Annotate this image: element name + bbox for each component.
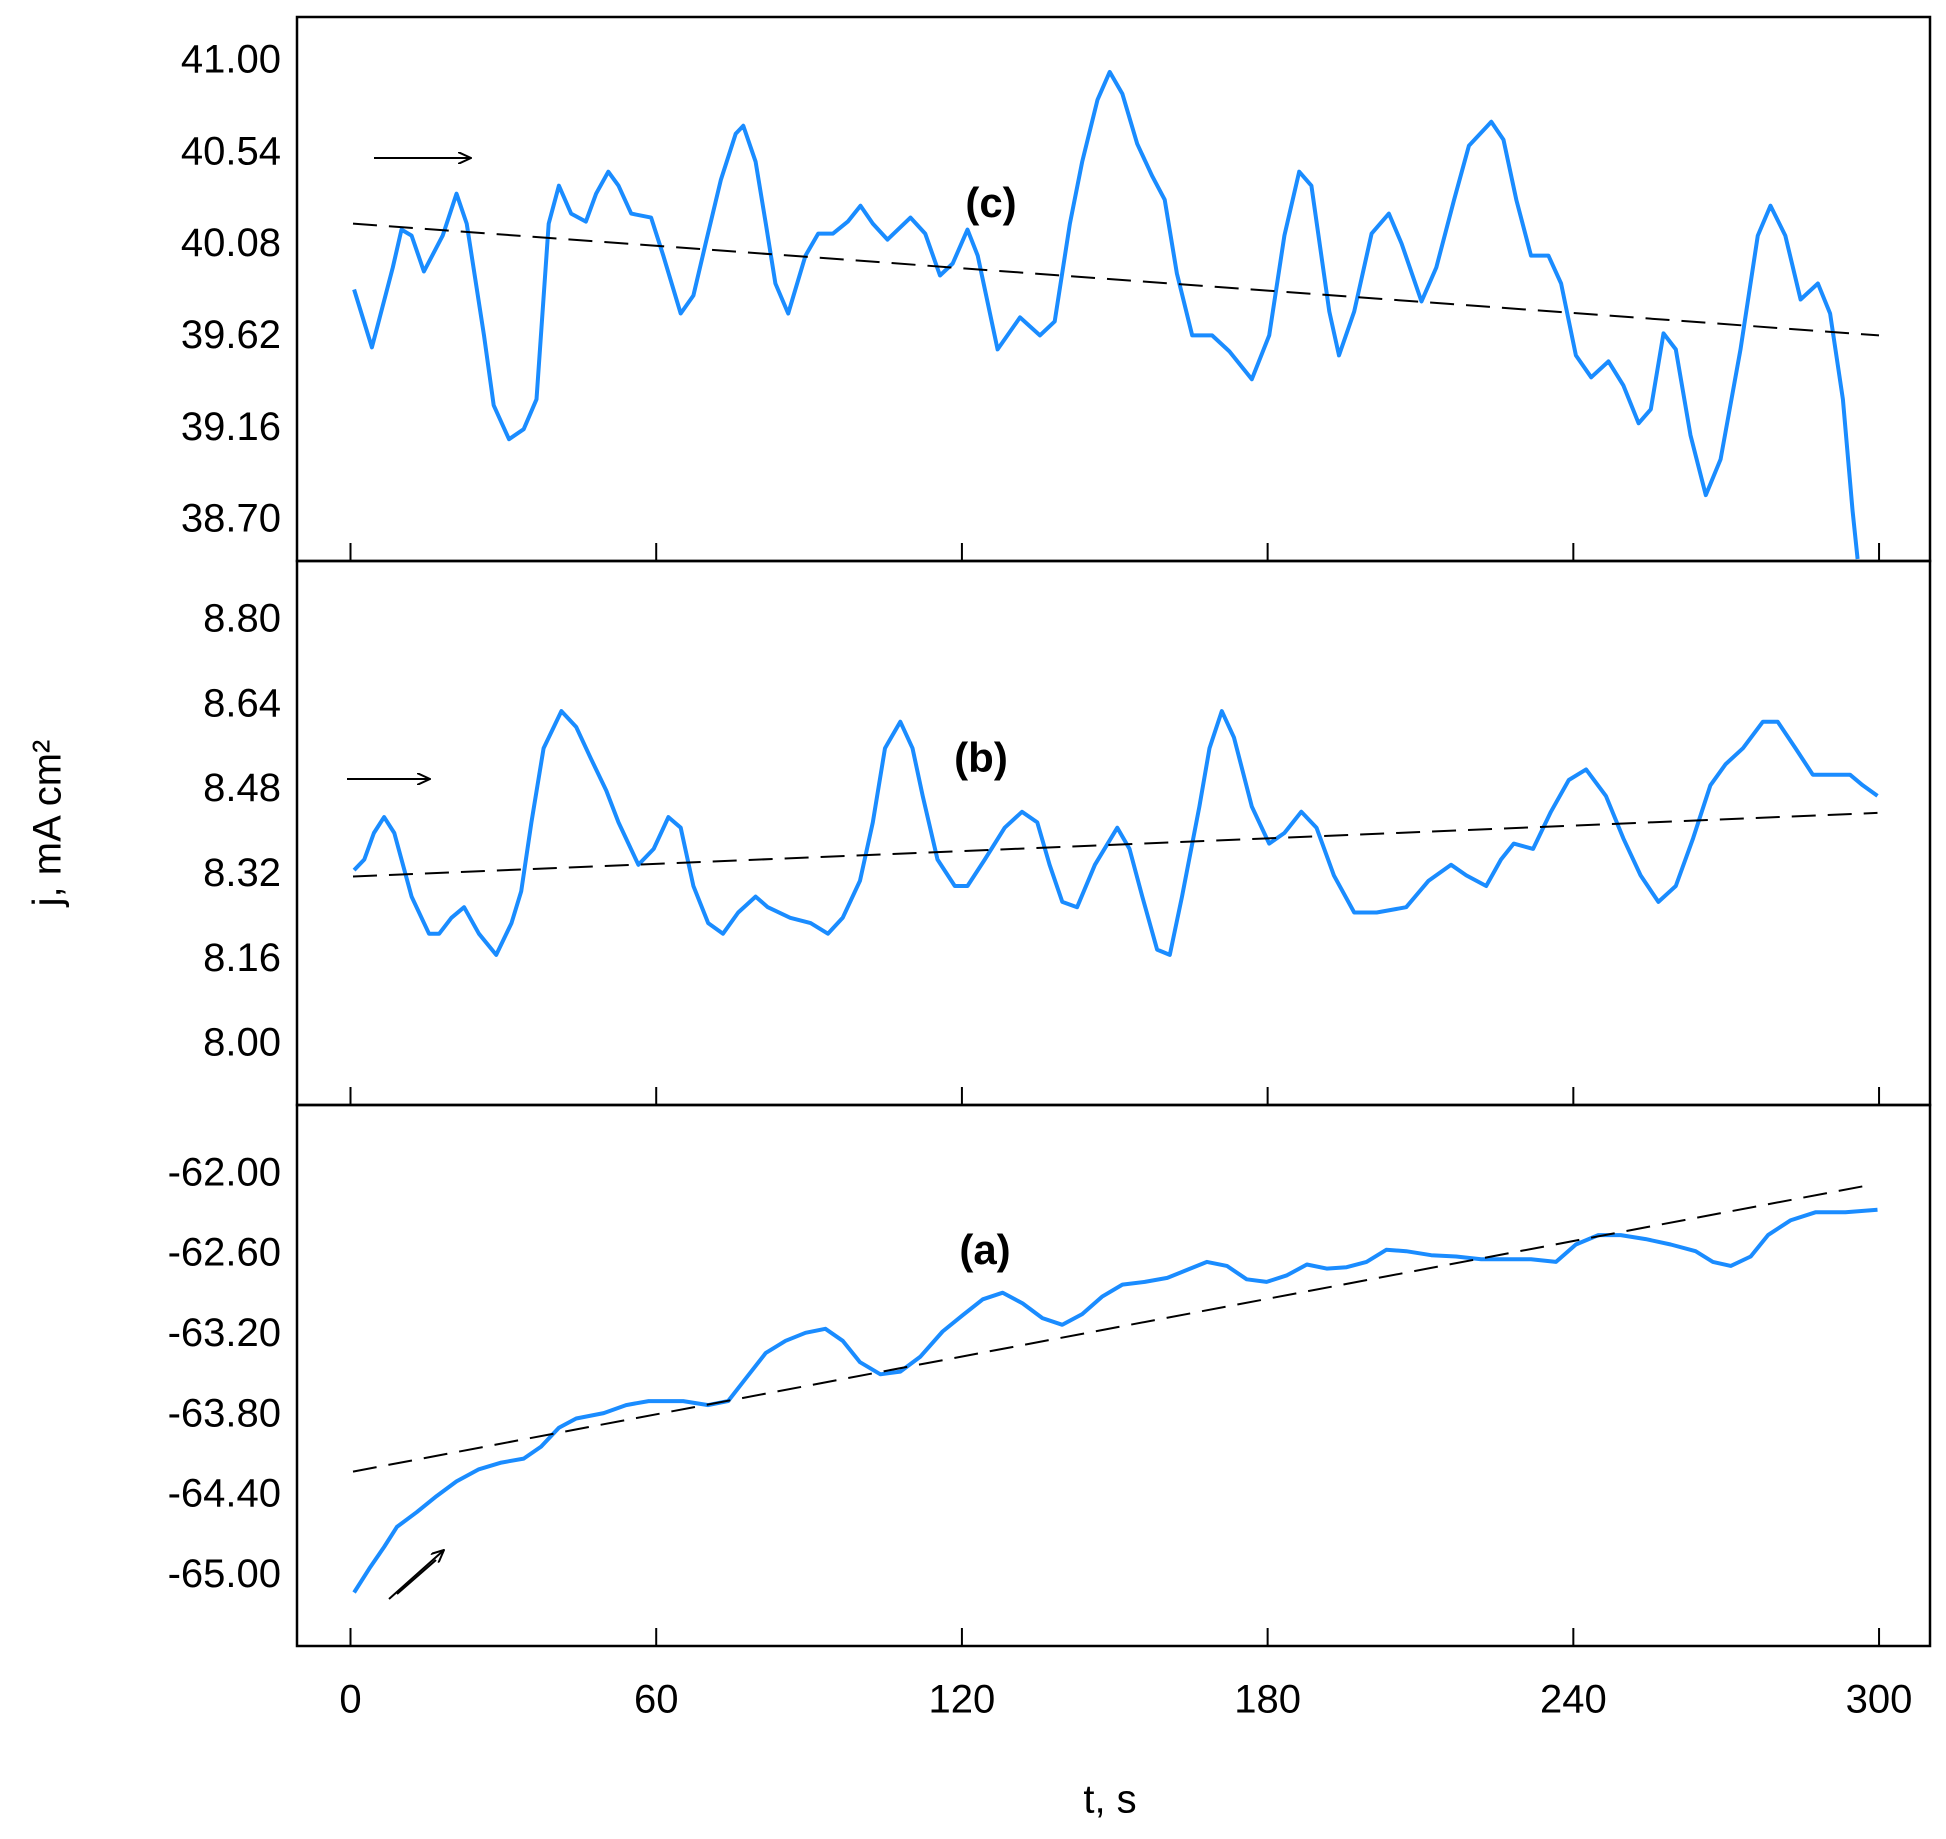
y-tick-label: -63.20 [168, 1311, 281, 1355]
y-tick-label: 39.62 [181, 313, 281, 357]
y-tick-label: -63.80 [168, 1391, 281, 1435]
trend-line [352, 1183, 1871, 1473]
y-tick-label: -62.60 [168, 1231, 281, 1275]
y-axis-label: j, mA cm² [26, 740, 70, 908]
y-tick-label: 41.00 [181, 37, 281, 81]
y-tick-label: -65.00 [168, 1552, 281, 1596]
y-tick-label: 8.16 [203, 936, 281, 980]
arrow [396, 1559, 437, 1595]
y-tick-label: -64.40 [168, 1472, 281, 1516]
x-tick-label: 120 [929, 1678, 996, 1722]
x-tick-label: 300 [1846, 1678, 1913, 1722]
data-line [352, 709, 1879, 957]
y-tick-label: 40.54 [181, 129, 281, 173]
y-tick-label: 8.32 [203, 851, 281, 895]
y-tick-label: 8.00 [203, 1021, 281, 1065]
trend-line [352, 811, 1878, 878]
panel-label: (b) [954, 734, 1008, 781]
x-tick-label: 180 [1234, 1678, 1301, 1722]
y-tick-label: 8.80 [203, 596, 281, 640]
panel-label: (c) [965, 179, 1016, 226]
data-line [352, 1207, 1878, 1594]
panel-frame [295, 1103, 1932, 1648]
data-line [352, 69, 1860, 560]
panel-label: (a) [959, 1226, 1010, 1273]
y-tick-label: 40.08 [181, 221, 281, 265]
y-tick-label: 8.64 [203, 681, 281, 725]
y-tick-label: 8.48 [203, 766, 281, 810]
y-tick-label: 39.16 [181, 405, 281, 449]
trend-line [352, 222, 1880, 337]
x-tick-label: 0 [339, 1678, 361, 1722]
y-tick-label: -62.00 [168, 1150, 281, 1194]
x-tick-label: 240 [1540, 1678, 1607, 1722]
y-tick-label: 38.70 [181, 497, 281, 541]
panel-frame [295, 15, 1932, 563]
arrow [388, 1550, 444, 1600]
x-tick-label: 60 [634, 1678, 679, 1722]
x-axis-label: t, s [1083, 1778, 1136, 1822]
